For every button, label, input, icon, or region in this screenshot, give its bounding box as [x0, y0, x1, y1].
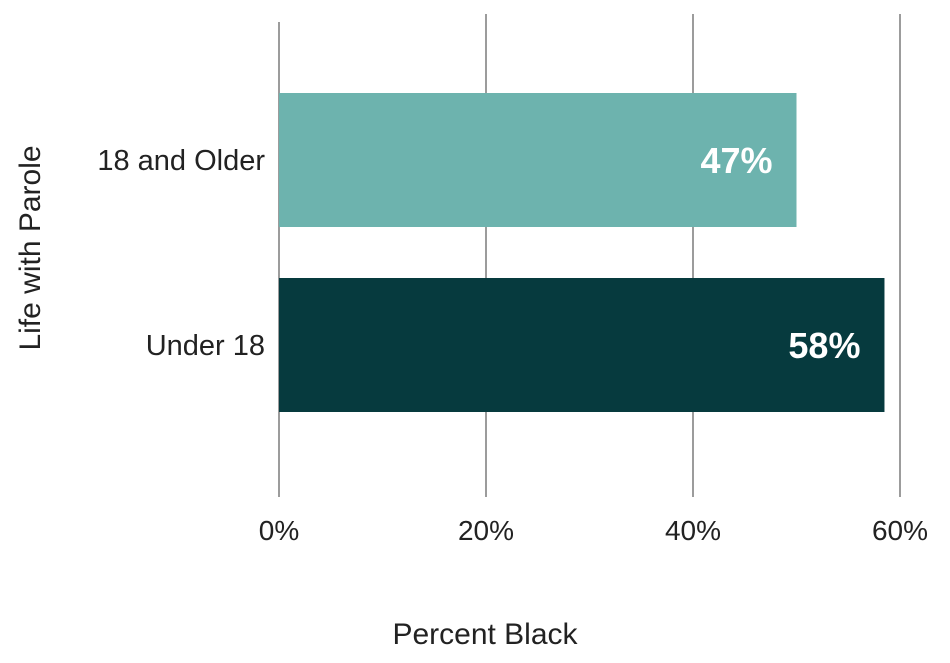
labels: 0% 20% 40% 60% 47% 18 and Older 58% Under 18 — [97, 140, 928, 546]
gridlines — [278, 14, 901, 497]
x-tick-label-60: 60% — [872, 515, 928, 546]
category-label-1: Under 18 — [146, 330, 265, 362]
bar-1 — [279, 278, 885, 412]
category-label-0: 18 and Older — [97, 145, 265, 177]
data-label-1: 58% — [788, 325, 860, 366]
x-tick-label-40: 40% — [665, 515, 721, 546]
x-tick-label-20: 20% — [458, 515, 514, 546]
x-tick-label-0: 0% — [259, 515, 299, 546]
data-label-0: 47% — [700, 140, 772, 181]
y-axis-title: Life with Parole — [14, 145, 47, 350]
bars — [279, 93, 885, 412]
bar-0 — [279, 93, 797, 227]
x-axis-title: Percent Black — [392, 618, 578, 651]
